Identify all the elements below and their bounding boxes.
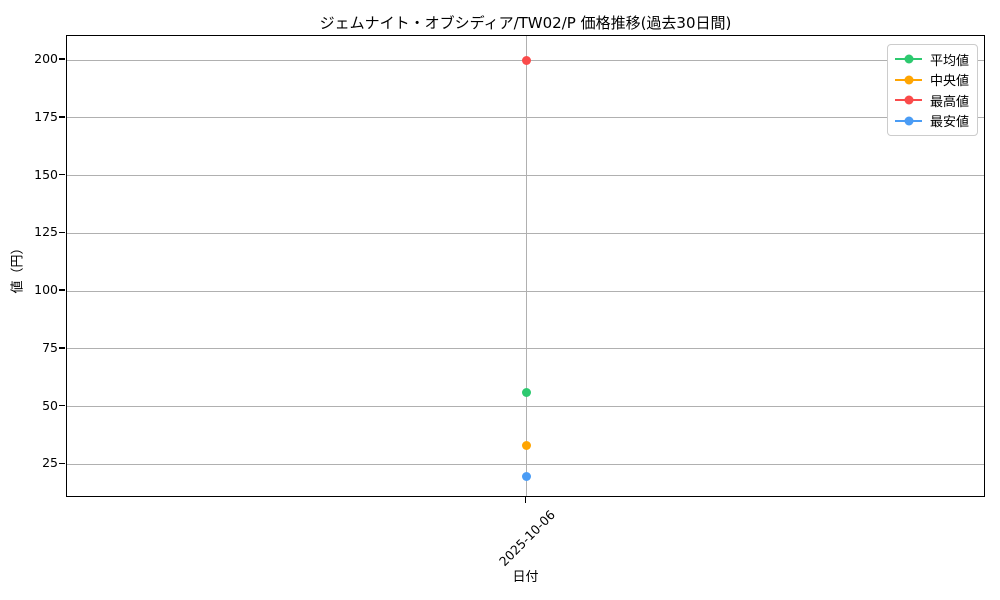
legend-marker-icon — [904, 116, 913, 126]
legend-marker-icon — [904, 54, 913, 64]
x-tick-mark — [524, 497, 527, 503]
gridline — [67, 232, 984, 234]
y-tick-mark — [59, 404, 65, 407]
legend-label: 最高値 — [930, 94, 970, 110]
y-tick-label: 75 — [42, 339, 58, 355]
legend-entry-lowest: 最安値 — [895, 112, 970, 131]
legend-label: 最安値 — [930, 115, 970, 131]
legend-line-icon — [895, 75, 922, 85]
gridline — [67, 348, 984, 350]
y-tick-mark — [59, 347, 65, 349]
legend: 平均値中央値最高値最安値 — [887, 44, 979, 136]
gridline — [67, 175, 984, 177]
y-tick-label: 175 — [34, 108, 58, 124]
legend-marker-icon — [904, 75, 913, 85]
legend-entry-highest: 最高値 — [895, 91, 969, 110]
y-tick-label: 200 — [34, 51, 58, 67]
y-tick-mark — [59, 116, 65, 118]
legend-label: 平均値 — [930, 53, 970, 69]
data-marker-highest — [522, 55, 531, 65]
legend-entry-median: 中央値 — [895, 71, 970, 90]
gridline — [67, 290, 984, 292]
y-tick-mark — [59, 58, 65, 60]
y-tick-mark — [59, 289, 65, 291]
y-tick-label: 25 — [42, 455, 58, 471]
y-axis-label: 値（円） — [10, 241, 26, 294]
y-tick-label: 125 — [34, 224, 58, 240]
gridline — [526, 36, 527, 496]
y-tick-label: 150 — [34, 166, 58, 182]
data-marker-average — [522, 388, 531, 398]
chart-title: ジェムナイト・オブシディア/TW02/P 価格推移(過去30日間) — [319, 14, 732, 32]
gridline — [67, 463, 984, 465]
x-tick-label: 2025-10-06 — [496, 507, 558, 569]
y-tick-mark — [59, 462, 65, 465]
gridline — [67, 406, 984, 408]
legend-line-icon — [895, 116, 922, 126]
legend-line-icon — [895, 95, 922, 105]
data-marker-median — [522, 441, 531, 451]
legend-label: 中央値 — [930, 74, 970, 90]
data-marker-lowest — [522, 472, 531, 482]
legend-marker-icon — [904, 95, 913, 105]
legend-entry-average: 平均値 — [895, 50, 969, 69]
legend-line-icon — [895, 54, 922, 64]
plot-area — [66, 35, 985, 497]
y-tick-label: 100 — [34, 282, 58, 298]
x-axis-label: 日付 — [512, 570, 539, 585]
gridline — [67, 117, 984, 119]
y-tick-label: 50 — [42, 397, 58, 413]
y-tick-mark — [59, 173, 65, 176]
y-tick-mark — [59, 231, 65, 234]
